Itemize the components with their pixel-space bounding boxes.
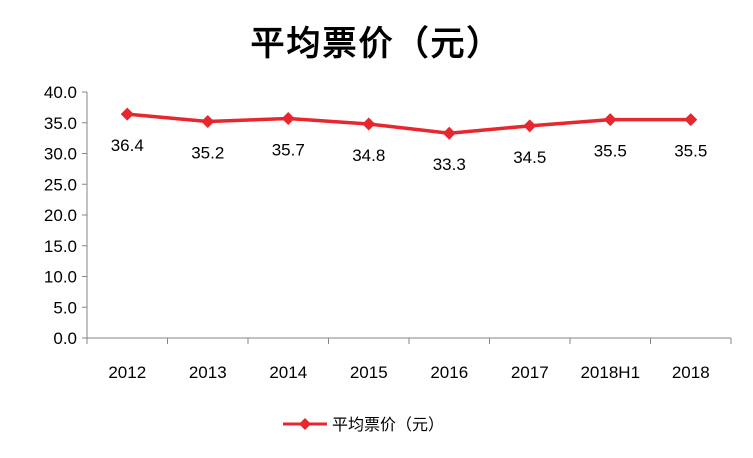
data-point-marker xyxy=(281,111,295,125)
chart-title: 平均票价（元） xyxy=(250,24,503,64)
y-tick-label: 5.0 xyxy=(53,298,77,317)
y-tick-label: 40.0 xyxy=(44,83,77,102)
y-axis-ticks: 0.0 5.0 10.0 15.0 20.0 25.0 30.0 35.0 40.0 xyxy=(44,83,87,348)
data-point-marker xyxy=(362,117,376,131)
x-tick-label: 2016 xyxy=(430,363,468,382)
data-label: 35.5 xyxy=(594,142,627,161)
data-label: 34.8 xyxy=(352,146,385,165)
x-tick-label: 2012 xyxy=(108,363,146,382)
series-line xyxy=(127,112,691,135)
y-tick-label: 25.0 xyxy=(44,175,77,194)
series-layer xyxy=(120,107,698,140)
x-axis-ticks: 2012 2013 2014 2015 2016 2017 2018H1 2018 xyxy=(86,338,732,382)
x-tick-label: 2015 xyxy=(350,363,388,382)
data-labels: 36.4 35.2 35.7 34.8 33.3 34.5 35.5 35.5 xyxy=(111,136,708,174)
x-tick-label: 2014 xyxy=(269,363,307,382)
data-point-marker xyxy=(684,113,698,127)
x-tick-label: 2017 xyxy=(511,363,549,382)
legend: 平均票价（元） xyxy=(283,415,444,434)
data-point-marker xyxy=(523,119,537,133)
data-label: 34.5 xyxy=(513,148,546,167)
y-tick-label: 10.0 xyxy=(44,268,77,287)
y-tick-label: 30.0 xyxy=(44,145,77,164)
data-label: 35.2 xyxy=(191,144,224,163)
data-point-marker xyxy=(603,113,617,127)
data-point-marker xyxy=(120,107,134,121)
data-label: 35.7 xyxy=(272,140,305,159)
x-tick-label: 2013 xyxy=(189,363,227,382)
data-label: 36.4 xyxy=(111,136,144,155)
legend-marker xyxy=(299,418,311,430)
legend-label: 平均票价（元） xyxy=(332,415,444,434)
data-point-marker xyxy=(442,126,456,140)
data-point-marker xyxy=(201,115,215,129)
y-tick-label: 0.0 xyxy=(53,329,77,348)
y-tick-label: 20.0 xyxy=(44,206,77,225)
x-tick-label: 2018 xyxy=(672,363,710,382)
y-tick-label: 15.0 xyxy=(44,237,77,256)
y-tick-label: 35.0 xyxy=(44,114,77,133)
data-label: 35.5 xyxy=(674,142,707,161)
x-tick-label: 2018H1 xyxy=(580,363,640,382)
data-label: 33.3 xyxy=(433,155,466,174)
